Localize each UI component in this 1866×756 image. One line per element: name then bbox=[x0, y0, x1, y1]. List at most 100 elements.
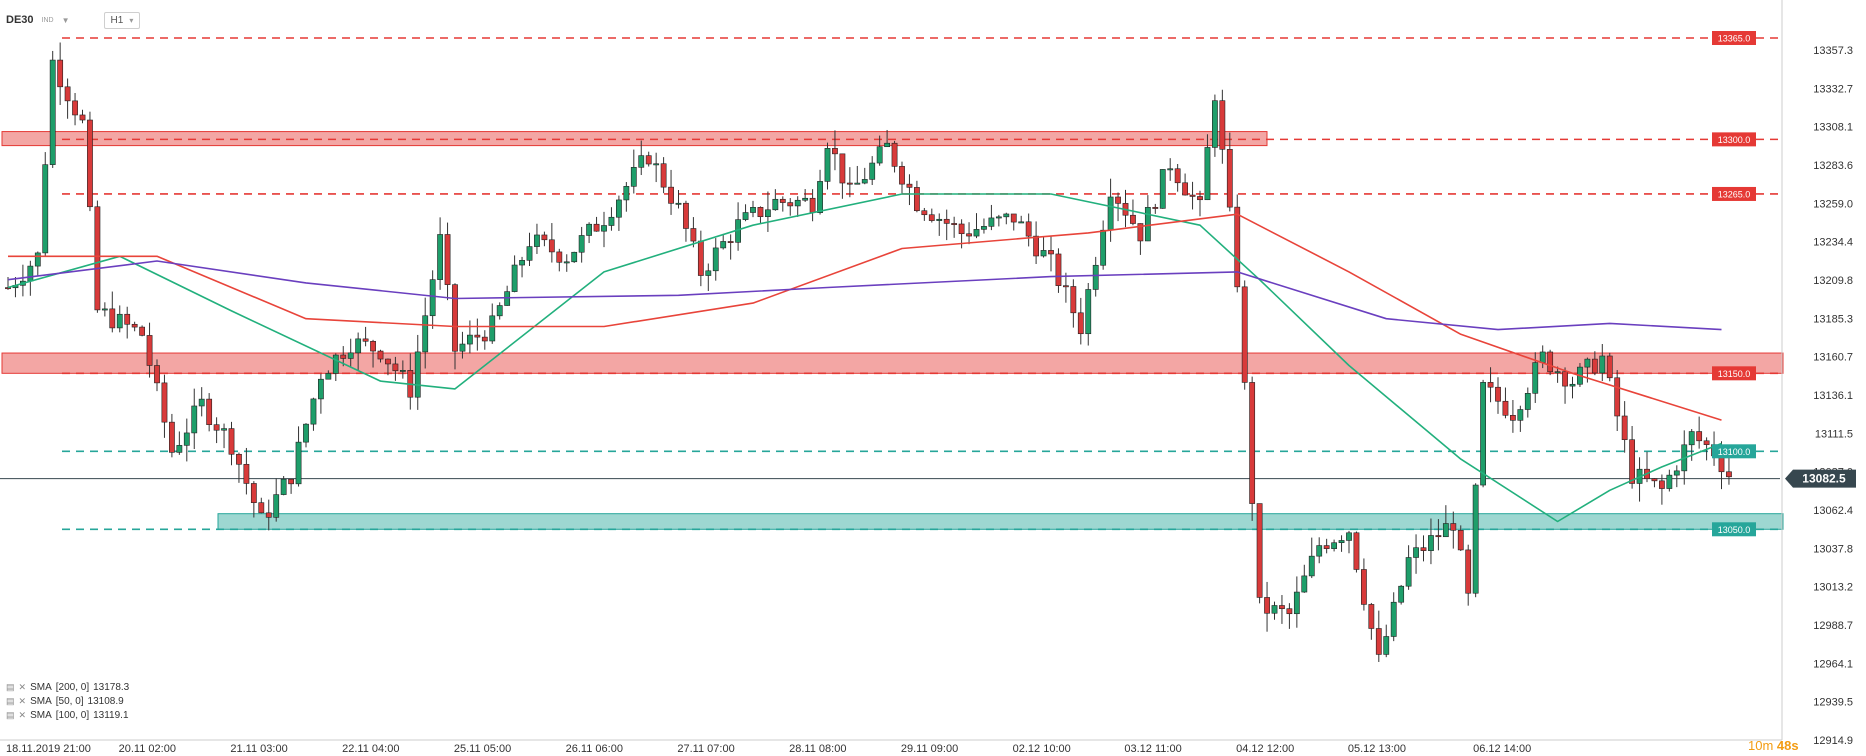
candle bbox=[1107, 178, 1114, 242]
candle bbox=[27, 260, 34, 296]
bull-candle-body bbox=[429, 279, 436, 317]
close-icon[interactable]: ✕ bbox=[18, 681, 27, 692]
candle bbox=[541, 231, 548, 247]
candle bbox=[317, 373, 324, 414]
bear-candle-body bbox=[385, 358, 391, 365]
candle bbox=[1405, 545, 1412, 590]
bull-candle-body bbox=[653, 163, 660, 166]
x-tick-label: 05.12 13:00 bbox=[1348, 743, 1406, 755]
candle bbox=[1614, 370, 1621, 431]
bull-candle-body bbox=[936, 218, 943, 221]
bear-candle-body bbox=[370, 340, 376, 352]
bear-candle-body bbox=[154, 365, 160, 384]
candle bbox=[1726, 456, 1732, 485]
candle bbox=[839, 153, 846, 199]
candle bbox=[504, 285, 511, 306]
candle bbox=[1241, 280, 1248, 390]
close-icon[interactable]: ✕ bbox=[18, 709, 27, 720]
bear-candle-body bbox=[1435, 535, 1442, 538]
x-tick-label: 06.12 14:00 bbox=[1473, 743, 1531, 755]
close-icon[interactable]: ✕ bbox=[18, 695, 27, 706]
settings-icon[interactable]: ▤ bbox=[6, 681, 15, 692]
y-tick-label: 13209.8 bbox=[1813, 275, 1853, 287]
candle bbox=[1621, 401, 1628, 453]
symbol-dropdown-icon[interactable]: ▼ bbox=[61, 15, 70, 25]
bull-candle-body bbox=[496, 305, 503, 317]
candle bbox=[675, 189, 682, 209]
bear-candle-body bbox=[966, 233, 972, 237]
bear-candle-body bbox=[1606, 355, 1613, 379]
candle bbox=[891, 140, 898, 173]
candle bbox=[1487, 367, 1494, 403]
candle bbox=[772, 189, 779, 211]
bull-candle-body bbox=[1442, 523, 1449, 538]
bear-candle-body bbox=[228, 428, 235, 455]
bull-candle-body bbox=[1673, 470, 1680, 476]
bear-candle-body bbox=[1152, 207, 1159, 209]
sma-layer bbox=[7, 193, 1722, 523]
timeframe-select[interactable]: H1 ▾ bbox=[103, 11, 141, 29]
y-tick-label: 13283.6 bbox=[1813, 160, 1853, 172]
candle bbox=[1606, 352, 1613, 382]
candle bbox=[1070, 279, 1077, 328]
bull-candle-body bbox=[1308, 555, 1315, 577]
candle bbox=[1450, 511, 1457, 549]
legend-label: SMA bbox=[30, 681, 52, 693]
bull-candle-body bbox=[1338, 540, 1345, 544]
bull-candle-body bbox=[869, 162, 876, 180]
bear-candle-body bbox=[809, 197, 816, 213]
bull-candle-body bbox=[1390, 601, 1397, 637]
bull-candle-body bbox=[355, 338, 362, 354]
candle bbox=[981, 218, 987, 234]
bull-candle-body bbox=[317, 378, 324, 400]
bear-candle-body bbox=[1614, 377, 1621, 417]
candle bbox=[1130, 199, 1136, 226]
legend-item[interactable]: ▤ ✕ SMA [200, 0] 13178.3 bbox=[6, 680, 129, 694]
candle bbox=[1077, 297, 1084, 345]
candle bbox=[1420, 535, 1427, 562]
bear-candle-body bbox=[57, 59, 64, 88]
bull-candle-body bbox=[489, 315, 496, 342]
candle bbox=[250, 481, 257, 518]
legend-item[interactable]: ▤ ✕ SMA [100, 0] 13119.1 bbox=[6, 708, 129, 722]
bull-candle-body bbox=[422, 315, 429, 353]
countdown-minutes: 10m bbox=[1748, 738, 1774, 753]
candle bbox=[519, 256, 525, 278]
candle bbox=[750, 200, 756, 218]
y-tick-label: 13332.7 bbox=[1813, 83, 1853, 95]
candle bbox=[303, 423, 309, 448]
settings-icon[interactable]: ▤ bbox=[6, 695, 15, 706]
y-tick-label: 13259.0 bbox=[1813, 198, 1853, 210]
bull-candle-body bbox=[1405, 557, 1412, 587]
level-price-label: 13150.0 bbox=[1718, 369, 1751, 379]
current-price-tag bbox=[1785, 469, 1856, 488]
candle bbox=[258, 497, 265, 514]
candle bbox=[757, 206, 764, 224]
bear-candle-body bbox=[109, 308, 116, 329]
candle bbox=[623, 182, 630, 212]
bull-candle-body bbox=[578, 235, 585, 253]
bear-candle-body bbox=[1450, 523, 1457, 531]
sma-100-line bbox=[8, 213, 1722, 421]
symbol-label[interactable]: DE30 bbox=[6, 14, 34, 26]
level-price-tag bbox=[1712, 132, 1756, 147]
candle bbox=[1383, 624, 1390, 658]
candle bbox=[735, 202, 741, 251]
candle bbox=[1100, 220, 1107, 270]
candle bbox=[236, 452, 242, 483]
candle bbox=[1331, 539, 1337, 552]
settings-icon[interactable]: ▤ bbox=[6, 709, 15, 720]
bull-candle-body bbox=[1398, 585, 1405, 603]
bear-candle-body bbox=[556, 251, 563, 263]
x-tick-label: 28.11 08:00 bbox=[789, 743, 846, 755]
legend-label: SMA bbox=[30, 709, 52, 721]
candle bbox=[1234, 194, 1241, 293]
y-tick-label: 13062.4 bbox=[1813, 505, 1853, 517]
bear-candle-body bbox=[1465, 549, 1472, 594]
legend-item[interactable]: ▤ ✕ SMA [50, 0] 13108.9 bbox=[6, 694, 129, 708]
y-tick-label: 13013.2 bbox=[1813, 582, 1853, 594]
candle bbox=[79, 109, 86, 124]
candle bbox=[1338, 535, 1345, 552]
candle bbox=[593, 216, 600, 232]
